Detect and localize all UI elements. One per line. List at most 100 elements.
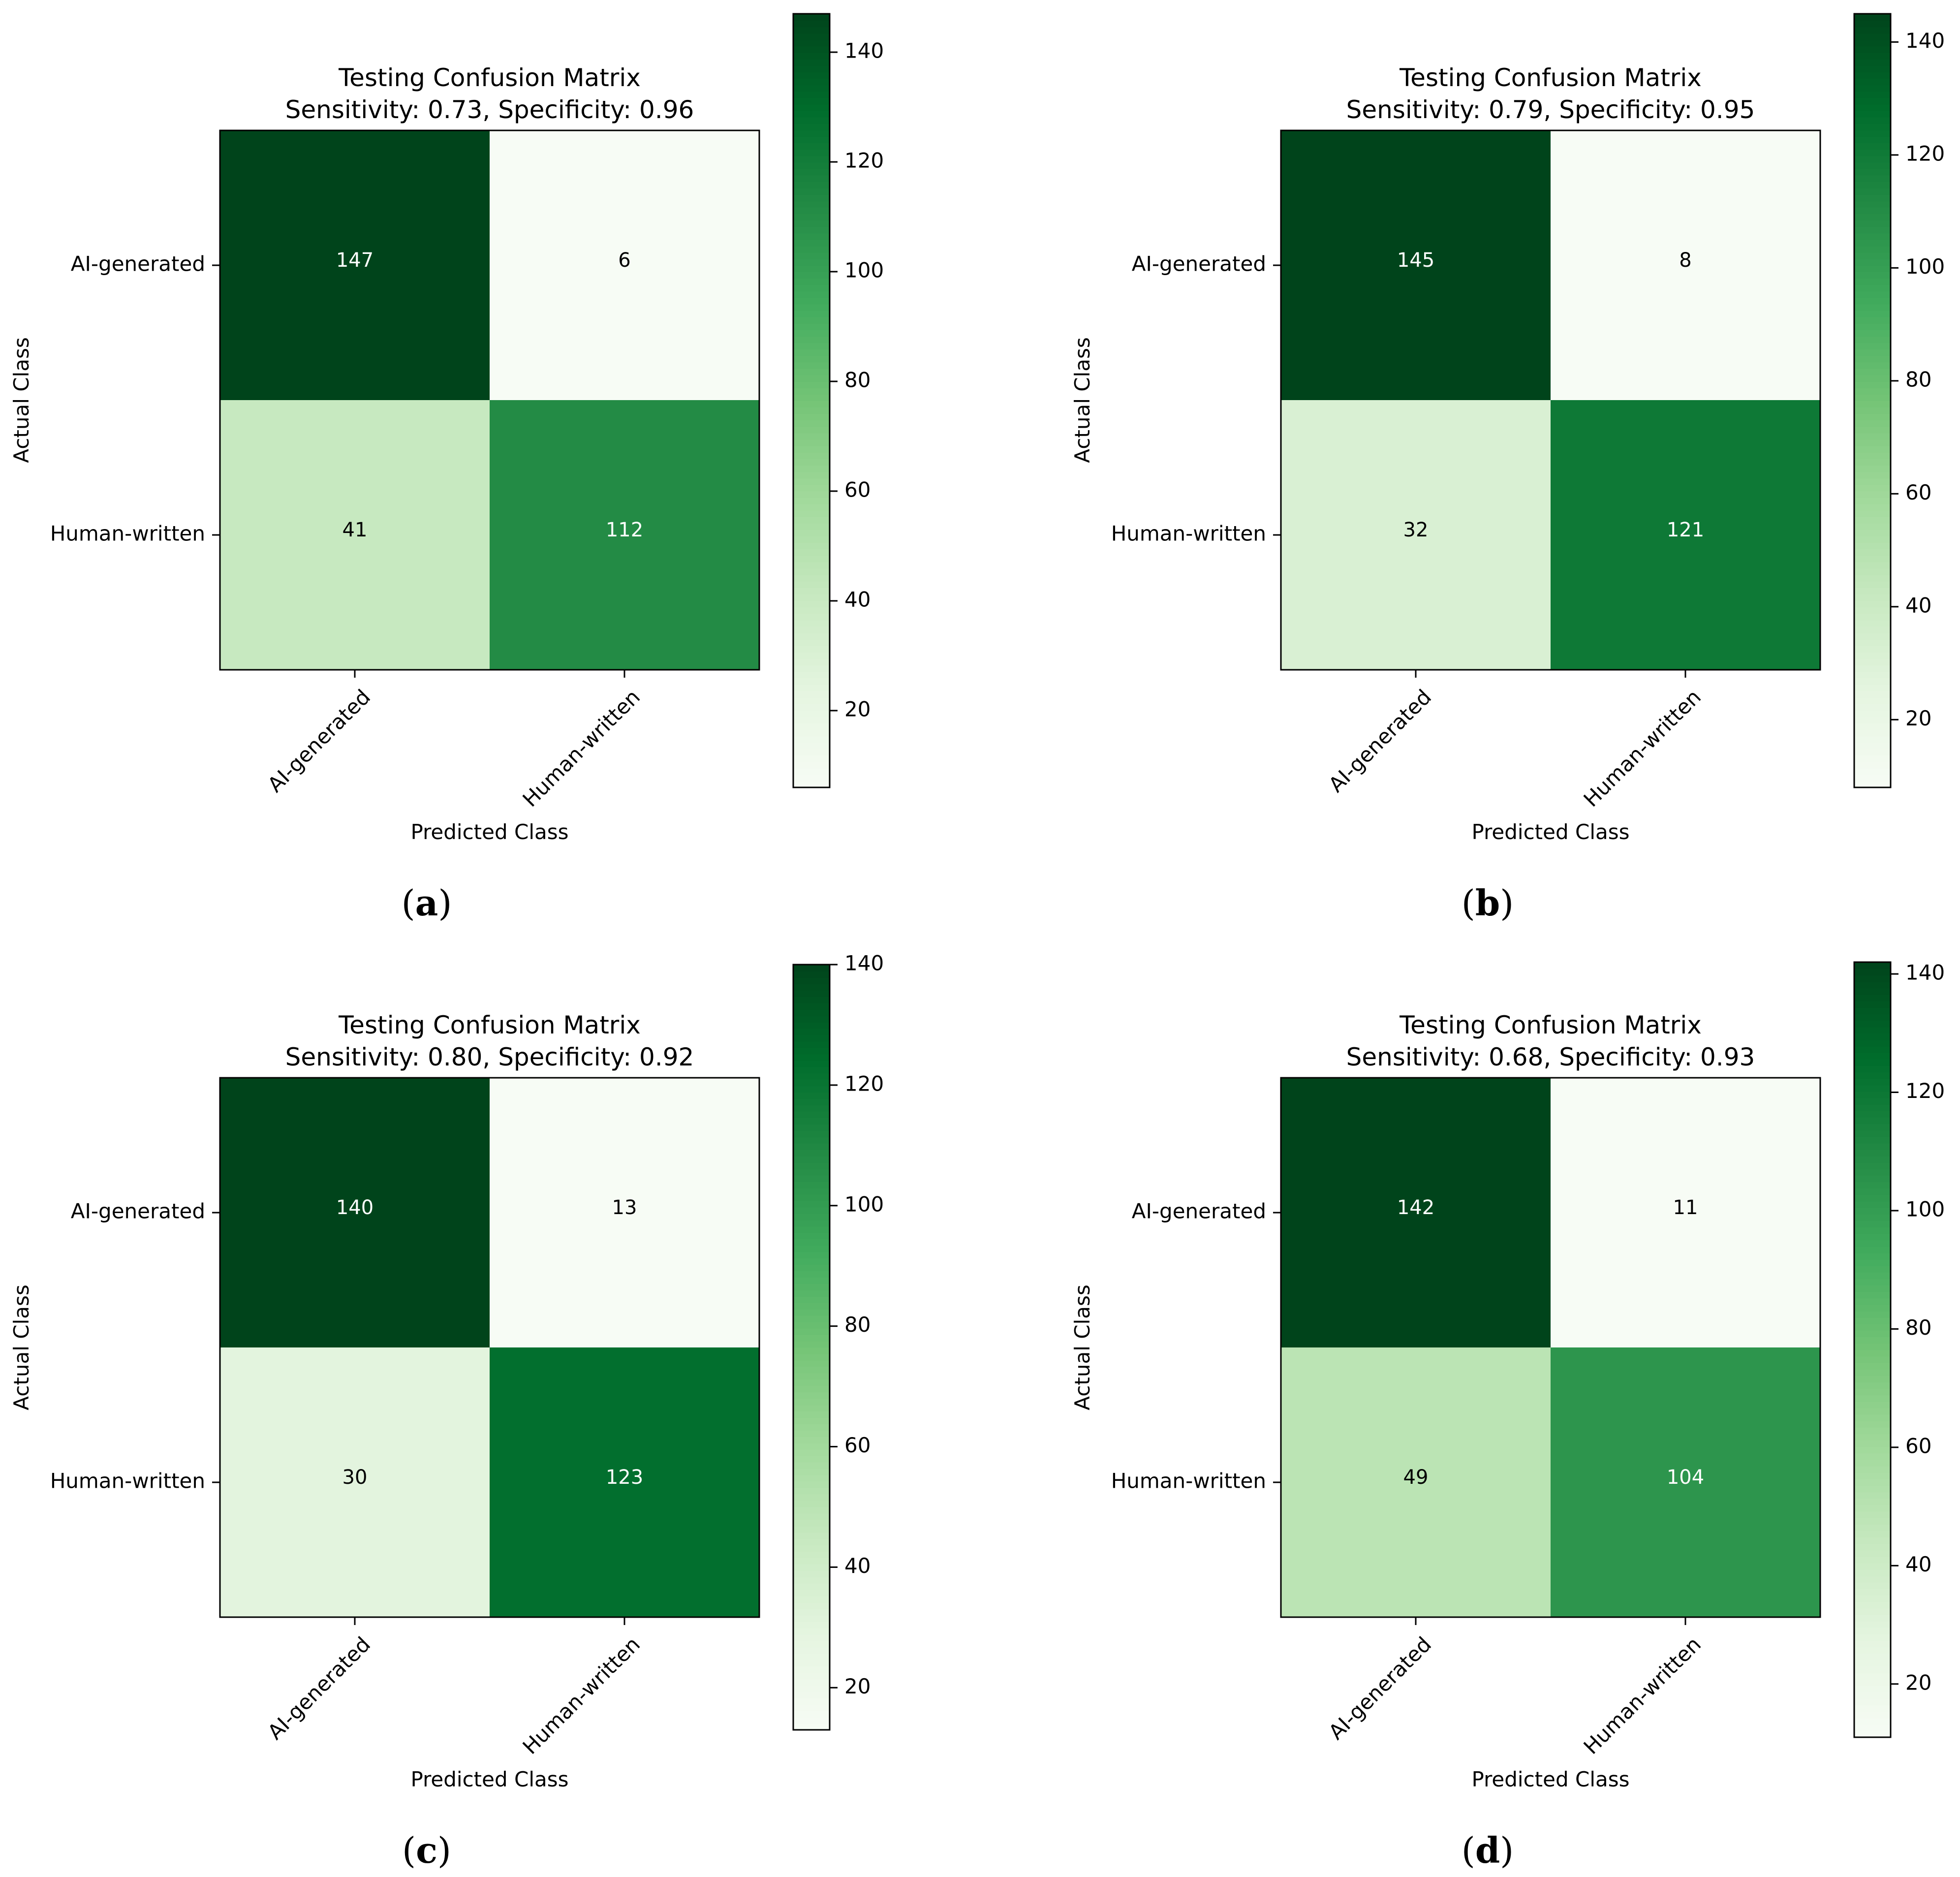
colorbar-segment: [793, 484, 830, 492]
confusion-matrix-panel-d: Testing Confusion Matrix Sensitivity: 0.6…: [1070, 961, 1945, 1871]
colorbar-segment: [1854, 39, 1891, 47]
colorbar-segment: [1854, 272, 1891, 279]
colorbar-segment: [793, 1271, 830, 1278]
colorbar-segment: [1854, 536, 1891, 543]
colorbar-segment: [1854, 613, 1891, 621]
colorbar-segment: [1854, 781, 1891, 788]
colorbar-segment: [1854, 1124, 1891, 1131]
confusion-matrix-panel-a: Testing Confusion Matrix Sensitivity: 0.7…: [9, 13, 884, 924]
colorbar-segment: [1854, 1589, 1891, 1596]
colorbar-segment: [793, 1258, 830, 1265]
colorbar-segment: [1854, 1440, 1891, 1447]
colorbar-segment: [793, 1111, 830, 1118]
colorbar-segment: [793, 278, 830, 285]
colorbar-tick-label: 80: [844, 1313, 871, 1337]
colorbar-segment: [793, 1526, 830, 1533]
colorbar-segment: [793, 1041, 830, 1048]
colorbar-segment: [793, 426, 830, 434]
colorbar-segment: [1854, 1427, 1891, 1435]
colorbar-segment: [1854, 1014, 1891, 1021]
colorbar-segment: [1854, 1647, 1891, 1654]
colorbar-segment: [793, 368, 830, 375]
colorbar-segment: [793, 284, 830, 292]
colorbar-segment: [1854, 581, 1891, 588]
colorbar-segment: [1854, 1072, 1891, 1079]
colorbar-segment: [793, 65, 830, 72]
colorbar-segment: [793, 562, 830, 569]
colorbar-segment: [1854, 284, 1891, 292]
colorbar-segment: [793, 375, 830, 382]
colorbar-segment: [1854, 1401, 1891, 1408]
colorbar-segment: [1854, 1052, 1891, 1060]
colorbar-segment: [793, 1595, 830, 1603]
colorbar-segment: [793, 1558, 830, 1565]
colorbar-segment: [1854, 594, 1891, 601]
colorbar-segment: [1854, 684, 1891, 691]
colorbar-segment: [1854, 1143, 1891, 1150]
colorbar-segment: [793, 1207, 830, 1214]
colorbar-segment: [793, 316, 830, 324]
colorbar-segment: [1854, 104, 1891, 111]
heatmap-cell: [490, 130, 759, 400]
colorbar-segment: [1854, 14, 1891, 21]
colorbar-segment: [1854, 632, 1891, 640]
colorbar-segment: [1854, 645, 1891, 653]
colorbar-segment: [793, 1717, 830, 1724]
colorbar-segment: [1854, 401, 1891, 408]
panel-caption-letter: c: [416, 1829, 437, 1871]
colorbar-segment: [1854, 1434, 1891, 1441]
heatmap-cell: [490, 400, 759, 670]
colorbar-segment: [1854, 1608, 1891, 1615]
colorbar-segment: [1854, 542, 1891, 550]
colorbar-segment: [793, 1659, 830, 1667]
colorbar-segment: [793, 207, 830, 215]
colorbar-segment: [1854, 1627, 1891, 1634]
colorbar-segment: [1854, 1078, 1891, 1086]
colorbar-segment: [1854, 252, 1891, 259]
colorbar-segment: [1854, 1705, 1891, 1712]
colorbar-segment: [793, 1309, 830, 1316]
colorbar-segment: [1854, 265, 1891, 272]
colorbar-segment: [1854, 1117, 1891, 1125]
colorbar-segment: [793, 1551, 830, 1559]
colorbar-segment: [793, 542, 830, 550]
colorbar-segment: [1854, 1376, 1891, 1383]
colorbar-segment: [1854, 278, 1891, 285]
colorbar-segment: [793, 1022, 830, 1029]
colorbar-segment: [1854, 407, 1891, 414]
y-tick-label: AI-generated: [1132, 1199, 1266, 1223]
colorbar-segment: [1854, 452, 1891, 459]
colorbar-segment: [793, 723, 830, 730]
colorbar-segment: [1854, 1324, 1891, 1331]
colorbar-segment: [1854, 349, 1891, 356]
colorbar-segment: [1854, 375, 1891, 382]
colorbar-segment: [1854, 149, 1891, 156]
colorbar-segment: [1854, 1459, 1891, 1467]
colorbar-segment: [793, 1226, 830, 1233]
colorbar-segment: [1854, 1233, 1891, 1241]
colorbar-segment: [793, 1105, 830, 1112]
colorbar-segment: [1854, 491, 1891, 498]
colorbar-segment: [1854, 156, 1891, 163]
colorbar-segment: [1854, 1582, 1891, 1590]
colorbar-segment: [1854, 1485, 1891, 1493]
heatmap-cell: [1281, 400, 1551, 670]
colorbar-segment: [793, 1079, 830, 1087]
colorbar-segment: [1854, 1724, 1891, 1731]
colorbar-segment: [1854, 994, 1891, 1001]
colorbar-segment: [793, 555, 830, 563]
colorbar-segment: [1854, 981, 1891, 989]
colorbar-segment: [1854, 207, 1891, 215]
colorbar-segment: [1854, 1337, 1891, 1344]
colorbar-segment: [793, 1570, 830, 1577]
colorbar-segment: [1854, 246, 1891, 253]
colorbar-segment: [793, 1672, 830, 1680]
colorbar-segment: [793, 1060, 830, 1067]
colorbar-segment: [1854, 774, 1891, 782]
colorbar-segment: [793, 1379, 830, 1386]
colorbar-segment: [793, 1634, 830, 1641]
colorbar-segment: [793, 1532, 830, 1539]
colorbar-segment: [793, 1073, 830, 1080]
colorbar-segment: [1854, 755, 1891, 762]
panel-caption-letter: a: [415, 882, 438, 924]
